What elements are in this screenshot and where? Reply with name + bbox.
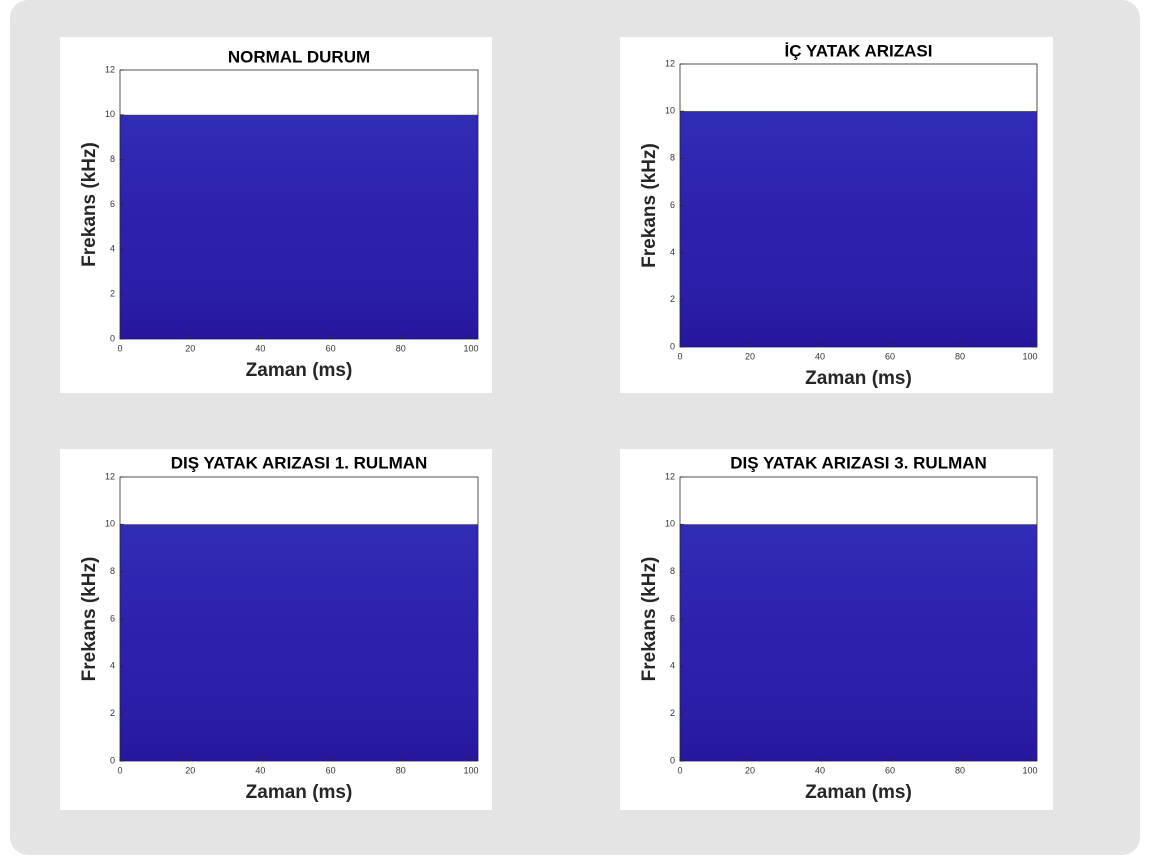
y-axis-label: Frekans (kHz): [79, 142, 100, 267]
x-tick-label: 80: [955, 351, 965, 361]
x-axis-label: Zaman (ms): [246, 360, 353, 381]
y-tick-label: 6: [110, 613, 115, 623]
x-tick-label: 60: [326, 765, 336, 775]
chart-title: İÇ YATAK ARIZASI: [785, 41, 933, 60]
x-tick-label: 20: [745, 351, 755, 361]
x-tick-label: 100: [1022, 351, 1037, 361]
y-tick-label: 2: [670, 708, 675, 718]
y-tick-label: 12: [665, 471, 675, 481]
x-tick-label: 100: [463, 765, 478, 775]
x-tick-label: 20: [185, 343, 195, 353]
y-tick-label: 10: [665, 519, 675, 529]
y-tick-label: 8: [670, 566, 675, 576]
y-axis-label: Frekans (kHz): [639, 557, 660, 682]
x-tick-label: 100: [1022, 765, 1037, 775]
y-tick-label: 4: [110, 661, 115, 671]
chart-title: DIŞ YATAK ARIZASI 1. RULMAN: [171, 453, 428, 472]
x-tick-label: 60: [885, 351, 895, 361]
y-axis-label: Frekans (kHz): [639, 143, 660, 268]
y-tick-label: 4: [110, 244, 115, 254]
x-tick-label: 40: [815, 351, 825, 361]
y-tick-label: 10: [105, 519, 115, 529]
y-tick-label: 6: [110, 199, 115, 209]
y-tick-label: 4: [670, 661, 675, 671]
x-tick-label: 0: [117, 343, 122, 353]
x-tick-label: 20: [185, 765, 195, 775]
x-tick-label: 80: [396, 765, 406, 775]
x-axis-label: Zaman (ms): [805, 368, 912, 389]
y-tick-label: 12: [105, 471, 115, 481]
spectrogram-texture: [120, 524, 478, 761]
y-tick-label: 10: [105, 109, 115, 119]
spectrogram-texture: [680, 111, 1037, 348]
x-tick-label: 40: [255, 343, 265, 353]
y-tick-label: 8: [110, 154, 115, 164]
y-tick-label: 12: [105, 64, 115, 74]
chart-title: DIŞ YATAK ARIZASI 3. RULMAN: [730, 453, 987, 472]
x-tick-label: 40: [815, 765, 825, 775]
y-tick-label: 8: [110, 566, 115, 576]
y-tick-label: 6: [670, 200, 675, 210]
y-tick-label: 0: [670, 755, 675, 765]
y-axis-label: Frekans (kHz): [79, 557, 100, 682]
y-tick-label: 2: [110, 289, 115, 299]
chart-title: NORMAL DURUM: [228, 47, 370, 66]
x-tick-label: 0: [677, 351, 682, 361]
x-tick-label: 60: [326, 343, 336, 353]
y-tick-label: 8: [670, 153, 675, 163]
x-axis-label: Zaman (ms): [805, 782, 912, 803]
x-axis-label: Zaman (ms): [246, 782, 353, 803]
x-tick-label: 100: [463, 343, 478, 353]
x-tick-label: 60: [885, 765, 895, 775]
y-tick-label: 6: [670, 613, 675, 623]
y-tick-label: 4: [670, 247, 675, 257]
x-tick-label: 0: [677, 765, 682, 775]
x-tick-label: 80: [396, 343, 406, 353]
y-tick-label: 0: [110, 333, 115, 343]
spectrogram-texture: [120, 114, 478, 339]
y-tick-label: 12: [665, 58, 675, 68]
y-tick-label: 0: [110, 755, 115, 765]
x-tick-label: 20: [745, 765, 755, 775]
x-tick-label: 80: [955, 765, 965, 775]
y-tick-label: 10: [665, 106, 675, 116]
spectrogram-texture: [680, 524, 1037, 761]
x-tick-label: 40: [255, 765, 265, 775]
y-tick-label: 2: [670, 294, 675, 304]
y-tick-label: 0: [670, 341, 675, 351]
y-tick-label: 2: [110, 708, 115, 718]
x-tick-label: 0: [117, 765, 122, 775]
